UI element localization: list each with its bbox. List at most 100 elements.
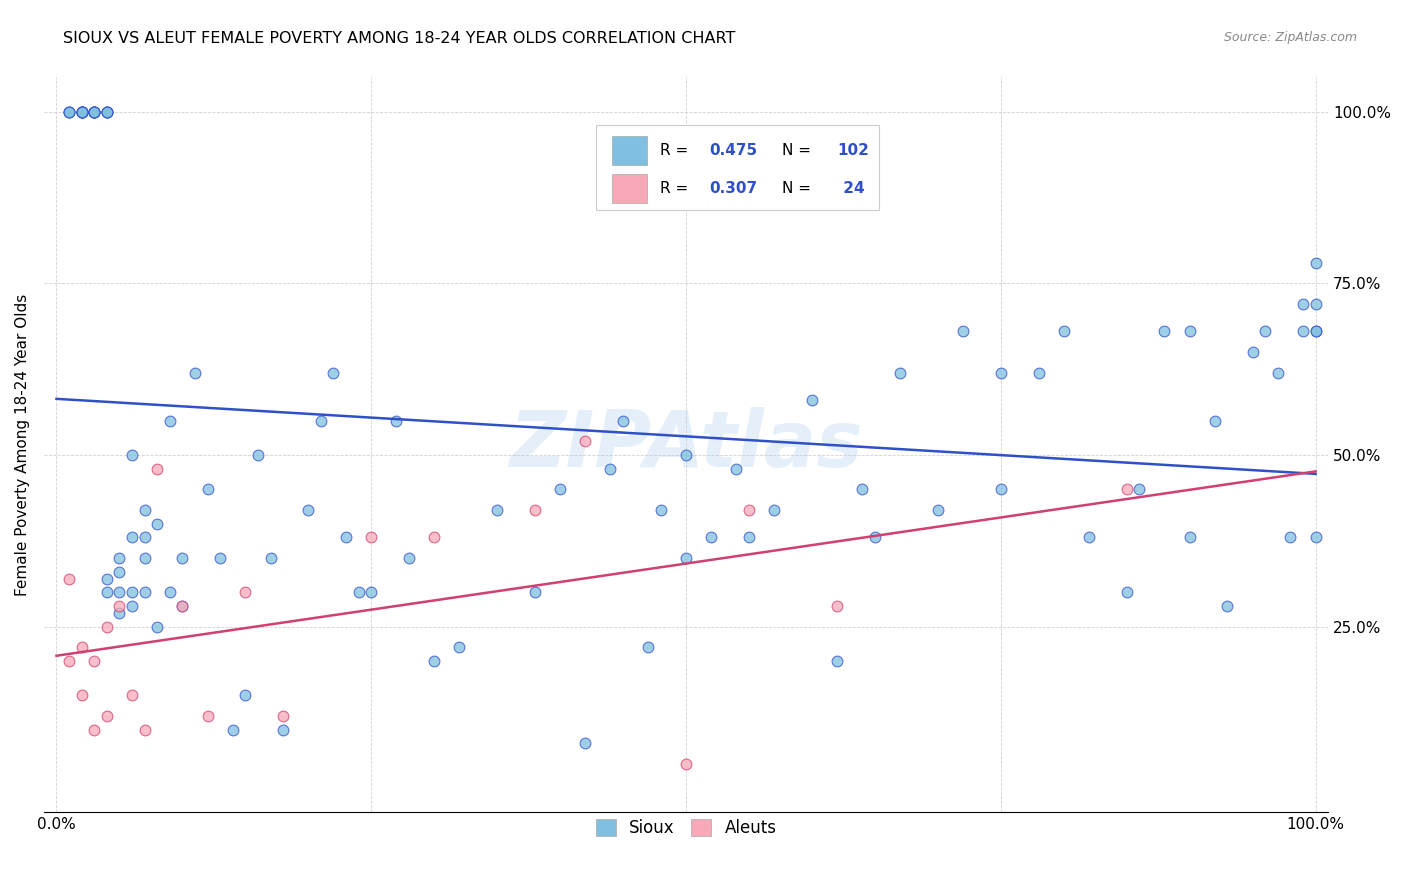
Point [825, 654, 848, 668]
Point [159, 585, 181, 599]
Point [347, 585, 370, 599]
Point [83, 104, 105, 119]
Point [523, 503, 546, 517]
Text: 102: 102 [838, 143, 869, 158]
Point [83, 104, 105, 119]
Point [825, 599, 848, 613]
Point [1115, 483, 1137, 497]
Point [574, 434, 596, 449]
Point [1128, 483, 1150, 497]
Point [385, 414, 408, 428]
Legend: Sioux, Aleuts: Sioux, Aleuts [589, 813, 783, 844]
Point [1153, 325, 1175, 339]
Point [1241, 345, 1264, 359]
Point [675, 550, 697, 565]
Point [423, 654, 446, 668]
Point [800, 392, 823, 407]
Point [1292, 325, 1315, 339]
Point [83, 104, 105, 119]
Point [1028, 366, 1050, 380]
Point [96, 104, 118, 119]
Point [83, 104, 105, 119]
Point [612, 414, 634, 428]
Point [675, 448, 697, 462]
Point [1305, 325, 1327, 339]
Point [1115, 585, 1137, 599]
Point [222, 723, 245, 737]
Point [360, 530, 382, 544]
Text: Source: ZipAtlas.com: Source: ZipAtlas.com [1223, 31, 1357, 45]
Point [1204, 414, 1226, 428]
Point [246, 448, 269, 462]
Point [172, 599, 194, 613]
Point [121, 448, 143, 462]
Point [1267, 366, 1289, 380]
Point [108, 599, 131, 613]
Point [146, 619, 169, 633]
Point [233, 585, 256, 599]
Point [1216, 599, 1239, 613]
Point [574, 736, 596, 750]
Point [1178, 530, 1201, 544]
Point [134, 723, 156, 737]
Point [725, 461, 748, 475]
Point [134, 530, 156, 544]
Point [58, 104, 80, 119]
Point [83, 723, 105, 737]
Point [1305, 325, 1327, 339]
Point [650, 503, 672, 517]
Point [134, 585, 156, 599]
Point [1292, 297, 1315, 311]
Point [83, 654, 105, 668]
Point [322, 366, 344, 380]
Point [58, 104, 80, 119]
Point [96, 572, 118, 586]
Point [700, 530, 723, 544]
Point [233, 688, 256, 702]
Point [58, 654, 80, 668]
Point [486, 503, 509, 517]
Point [548, 483, 571, 497]
Point [1178, 325, 1201, 339]
Text: N =: N = [782, 143, 817, 158]
Point [96, 104, 118, 119]
Point [70, 104, 93, 119]
Point [197, 708, 219, 723]
Point [108, 550, 131, 565]
Point [209, 550, 232, 565]
Point [335, 530, 357, 544]
Point [599, 461, 621, 475]
Point [58, 572, 80, 586]
Point [184, 366, 207, 380]
FancyBboxPatch shape [612, 175, 648, 202]
Point [83, 104, 105, 119]
Point [675, 756, 697, 771]
Point [96, 585, 118, 599]
Point [309, 414, 332, 428]
Point [952, 325, 974, 339]
Text: SIOUX VS ALEUT FEMALE POVERTY AMONG 18-24 YEAR OLDS CORRELATION CHART: SIOUX VS ALEUT FEMALE POVERTY AMONG 18-2… [63, 31, 735, 46]
Point [70, 104, 93, 119]
Point [96, 708, 118, 723]
Point [70, 104, 93, 119]
Point [360, 585, 382, 599]
Point [121, 530, 143, 544]
Point [889, 366, 911, 380]
Point [1053, 325, 1076, 339]
Point [108, 565, 131, 579]
Text: ZIPAtlas: ZIPAtlas [509, 407, 863, 483]
Point [146, 461, 169, 475]
Point [990, 366, 1012, 380]
Point [927, 503, 949, 517]
FancyBboxPatch shape [596, 125, 879, 210]
Point [58, 104, 80, 119]
Point [172, 550, 194, 565]
Point [763, 503, 786, 517]
Point [851, 483, 873, 497]
Point [70, 688, 93, 702]
Point [121, 688, 143, 702]
Point [159, 414, 181, 428]
Point [1305, 297, 1327, 311]
Point [83, 104, 105, 119]
Y-axis label: Female Poverty Among 18-24 Year Olds: Female Poverty Among 18-24 Year Olds [15, 293, 30, 596]
